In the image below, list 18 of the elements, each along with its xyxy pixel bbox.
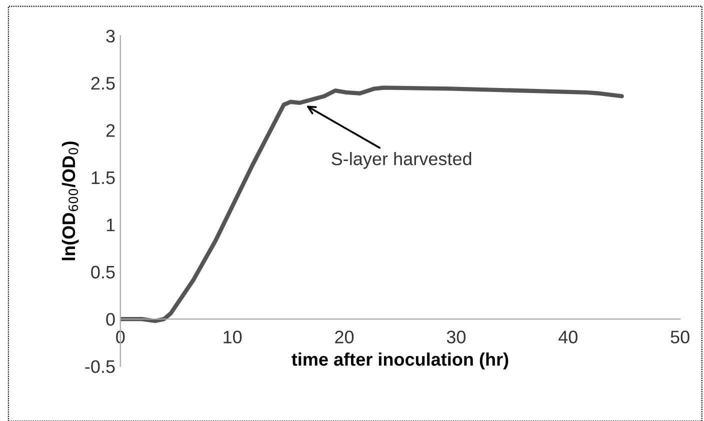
annotation: S-layer harvested [332, 152, 472, 169]
y-tick-label: 1.5 [92, 172, 115, 184]
x-tick-label: 20 [335, 330, 354, 344]
y-tick-label: 0.5 [91, 266, 115, 279]
x-tick-label: 0 [116, 330, 125, 344]
y-tick-label: -0.5 [85, 360, 115, 373]
x-tick-label: 10 [224, 330, 242, 344]
y-tick-label: 2 [106, 124, 115, 137]
x-tick-label: 40 [558, 330, 578, 344]
x-tick-label: 30 [446, 330, 466, 344]
x-tick-label: 50 [670, 330, 690, 344]
y-tick-label: 2.5 [91, 76, 115, 90]
y-axis-title: ln(OD$_{600}$/OD$_{0}$) [62, 142, 79, 260]
line-series [120, 86, 624, 324]
y-tick-label: 0 [106, 312, 115, 326]
y-tick-label: 3 [106, 30, 115, 43]
y-tick-label: 1 [106, 218, 115, 232]
x-axis-title: time after inoculation (hr) [292, 352, 508, 370]
